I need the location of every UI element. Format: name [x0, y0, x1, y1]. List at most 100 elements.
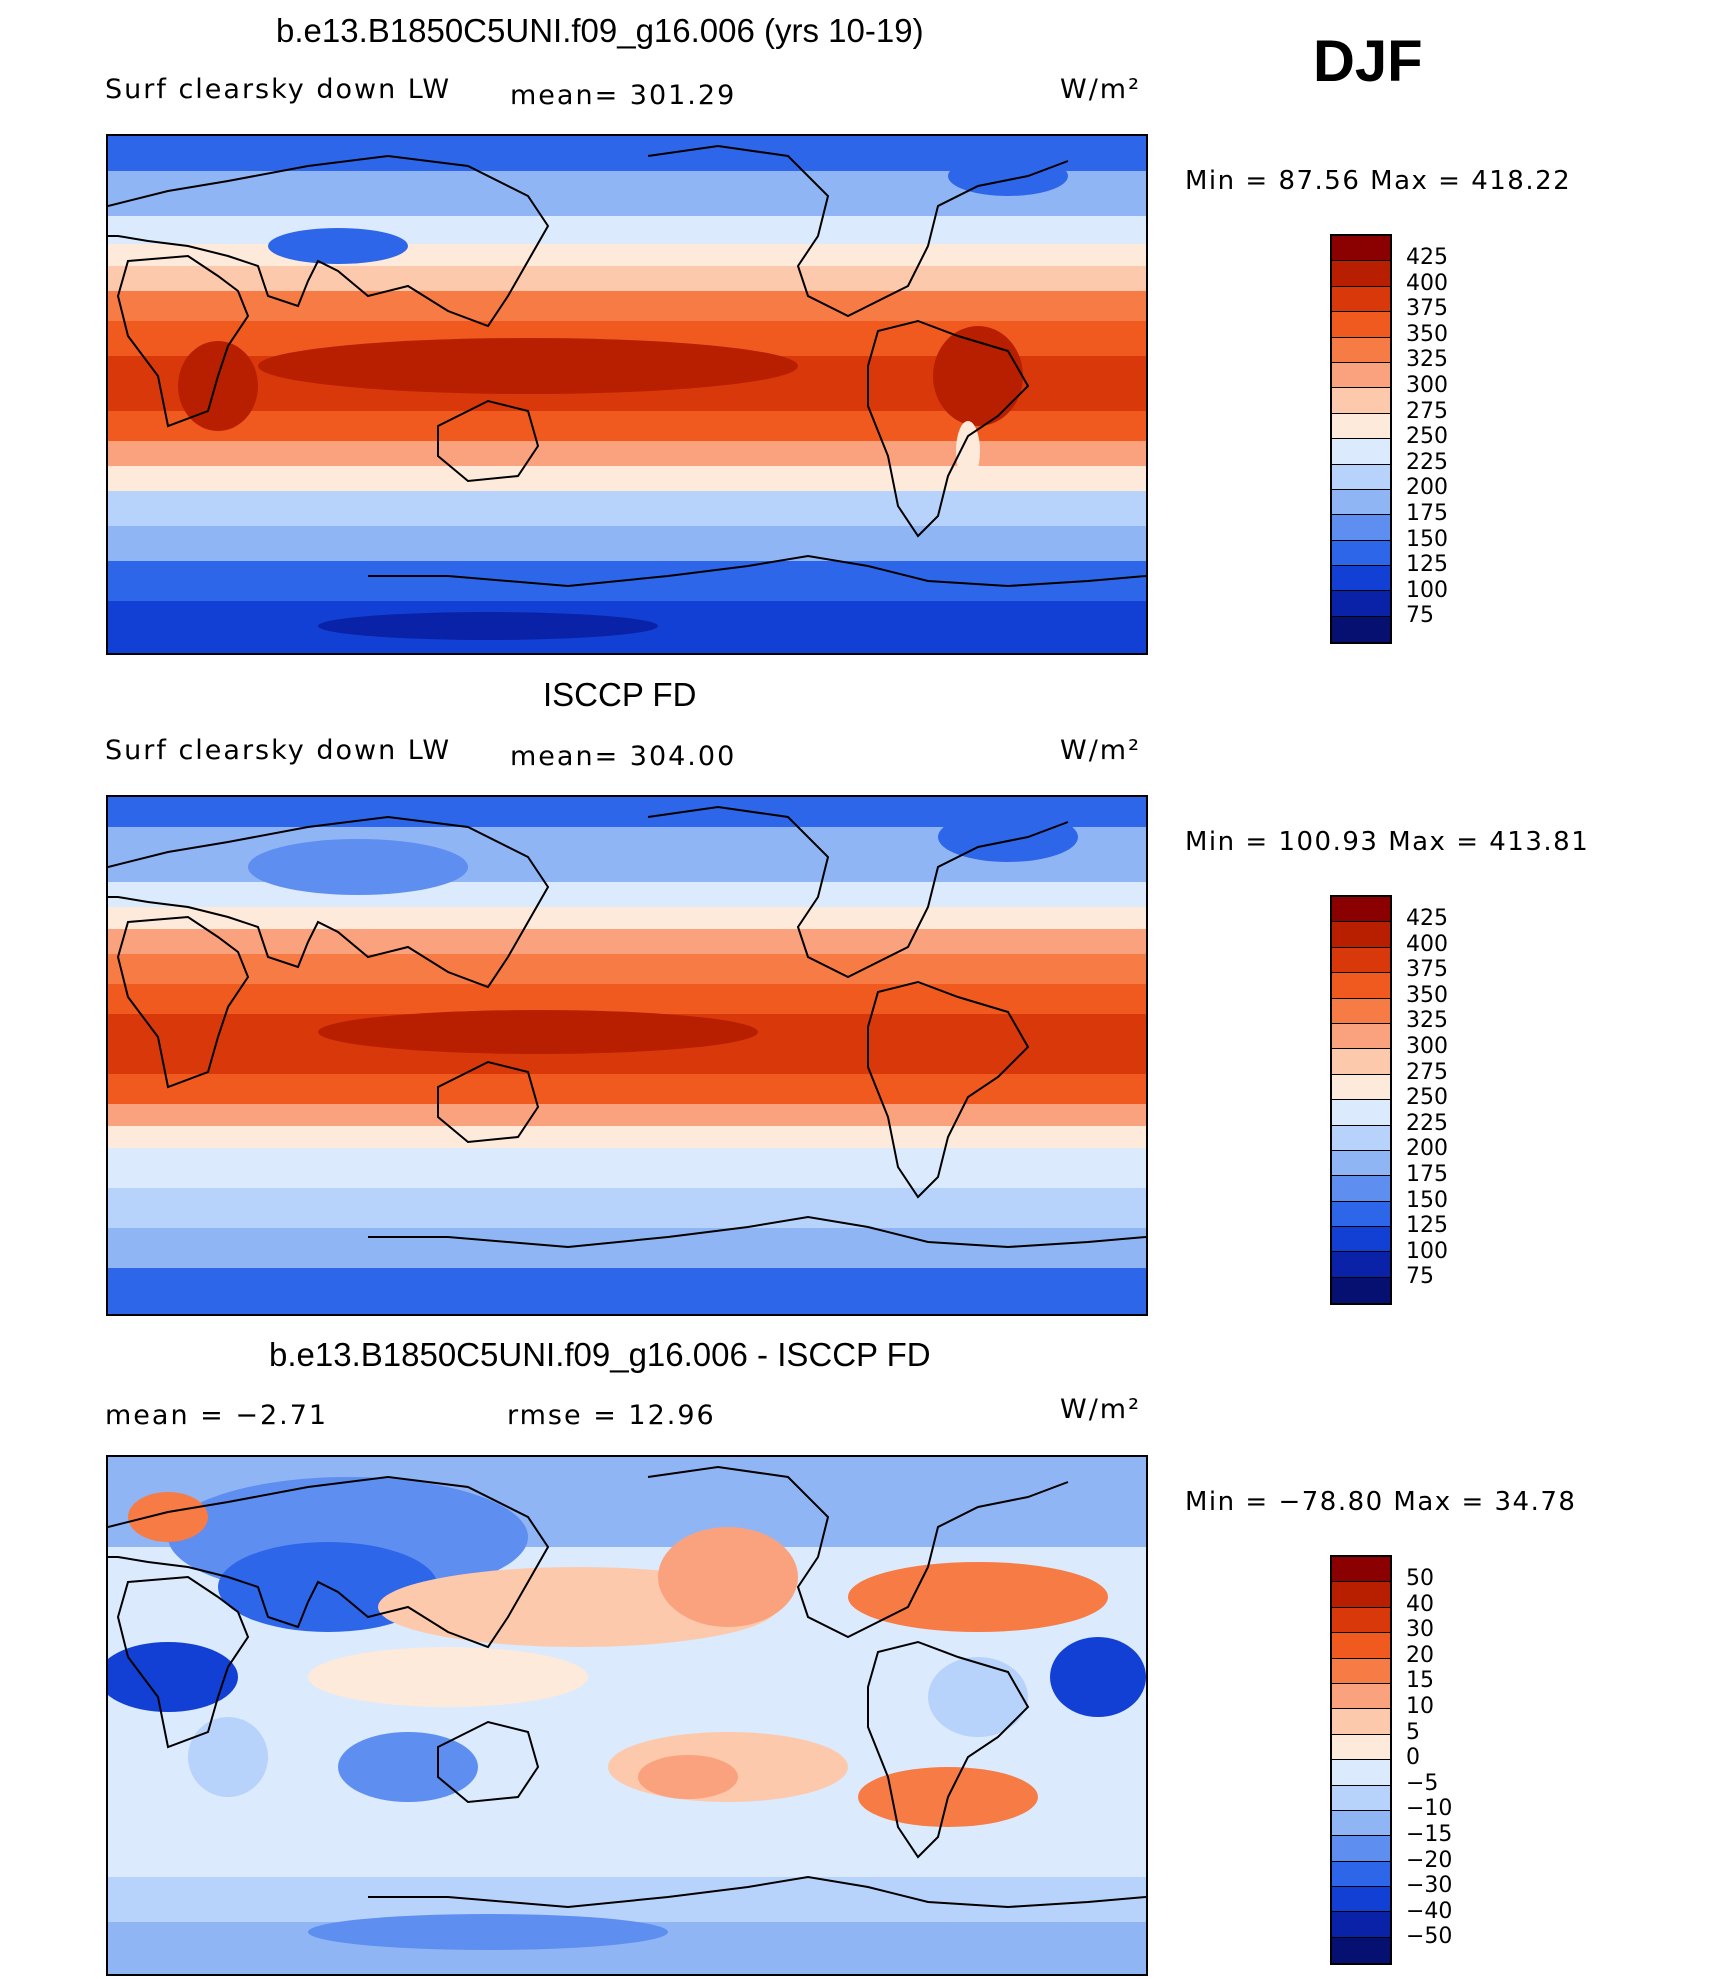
colorbar-diff	[1330, 1555, 1392, 1965]
colorbar-swatch	[1332, 439, 1390, 465]
rmse-label-diff: rmse = 12.96	[507, 1400, 716, 1431]
colorbar-tick: 75	[1406, 603, 1434, 629]
colorbar-tick: 200	[1406, 1136, 1448, 1162]
colorbar-swatch	[1332, 1633, 1390, 1659]
colorbar-tick: 275	[1406, 1059, 1448, 1085]
colorbar-swatch	[1332, 1582, 1390, 1608]
colorbar-tick: 350	[1406, 982, 1448, 1008]
colorbar-tick: 175	[1406, 1161, 1448, 1187]
colorbar-tick: 125	[1406, 552, 1448, 578]
colorbar-swatch	[1332, 515, 1390, 541]
colorbar-tick: 175	[1406, 500, 1448, 526]
colorbar-tick: 75	[1406, 1264, 1434, 1290]
colorbar-model	[1330, 234, 1392, 644]
colorbar-tick: 400	[1406, 931, 1448, 957]
colorbar-swatch	[1332, 1557, 1390, 1583]
colorbar-swatch	[1332, 489, 1390, 516]
colorbar-tick: −50	[1406, 1924, 1453, 1950]
colorbar-tick: −5	[1406, 1770, 1439, 1796]
minmax-label-obs: Min = 100.93 Max = 413.81	[1185, 827, 1590, 857]
colorbar-swatch	[1332, 1836, 1390, 1862]
colorbar-tick: 30	[1406, 1617, 1434, 1643]
colorbar-tick: 200	[1406, 475, 1448, 501]
colorbar-tick: −40	[1406, 1898, 1453, 1924]
minmax-label-model: Min = 87.56 Max = 418.22	[1185, 166, 1572, 196]
panel-title-obs: ISCCP FD	[543, 676, 697, 713]
season-label: DJF	[1313, 29, 1423, 94]
colorbar-tick: 125	[1406, 1213, 1448, 1239]
colorbar-tick: 325	[1406, 347, 1448, 373]
colorbar-tick: 300	[1406, 1033, 1448, 1059]
colorbar-swatch	[1332, 236, 1390, 262]
colorbar-swatch	[1332, 1176, 1390, 1202]
colorbar-tick: 375	[1406, 957, 1448, 983]
units-label-diff: W/m²	[1060, 1394, 1141, 1425]
colorbar-tick: 100	[1406, 1238, 1448, 1264]
colorbar-tick: 5	[1406, 1719, 1420, 1745]
colorbar-swatch	[1332, 286, 1390, 313]
colorbar-tick: 400	[1406, 270, 1448, 296]
colorbar-tick: 0	[1406, 1745, 1420, 1771]
colorbar-ticks-diff: 50 40 30 20 15 10 5 0 −5 −10 −15 −20 −30…	[1406, 1566, 1452, 1950]
colorbar-swatch	[1332, 413, 1390, 440]
colorbar-tick: 375	[1406, 296, 1448, 322]
colorbar-swatch	[1332, 566, 1390, 592]
colorbar-swatch	[1332, 1100, 1390, 1126]
map-obs	[106, 795, 1148, 1316]
mean-label-diff: mean = −2.71	[105, 1400, 329, 1431]
colorbar-tick: 10	[1406, 1693, 1434, 1719]
colorbar-tick: −15	[1406, 1821, 1453, 1847]
colorbar-ticks-model: 425 400 375 350 325 300 275 250 225 200 …	[1406, 245, 1448, 629]
colorbar-swatch	[1332, 1785, 1390, 1811]
colorbar-swatch	[1332, 540, 1390, 567]
colorbar-swatch	[1332, 388, 1390, 414]
colorbar-swatch	[1332, 1760, 1390, 1786]
colorbar-tick: 50	[1406, 1566, 1434, 1591]
colorbar-tick: 20	[1406, 1642, 1434, 1668]
colorbar-tick: 425	[1406, 906, 1448, 931]
colorbar-swatch	[1332, 922, 1390, 948]
colorbar-tick: 300	[1406, 372, 1448, 398]
colorbar-swatch	[1332, 616, 1390, 643]
colorbar-swatch	[1332, 362, 1390, 389]
variable-label-model: Surf clearsky down LW	[105, 74, 452, 105]
colorbar-swatch	[1332, 1810, 1390, 1837]
colorbar-swatch	[1332, 1074, 1390, 1101]
colorbar-tick: −20	[1406, 1847, 1453, 1873]
colorbar-swatch	[1332, 261, 1390, 287]
colorbar-swatch	[1332, 1252, 1390, 1278]
colorbar-swatch	[1332, 1023, 1390, 1050]
colorbar-tick: 100	[1406, 577, 1448, 603]
colorbar-obs	[1330, 895, 1392, 1305]
colorbar-swatch	[1332, 897, 1390, 923]
panel-title-model: b.e13.B1850C5UNI.f09_g16.006 (yrs 10-19)	[276, 12, 924, 49]
colorbar-tick: 275	[1406, 398, 1448, 424]
colorbar-swatch	[1332, 1049, 1390, 1075]
variable-label-obs: Surf clearsky down LW	[105, 735, 452, 766]
units-label-model: W/m²	[1060, 74, 1141, 105]
map-model	[106, 134, 1148, 655]
colorbar-tick: −30	[1406, 1873, 1453, 1899]
colorbar-swatch	[1332, 1227, 1390, 1253]
colorbar-tick: 150	[1406, 526, 1448, 552]
colorbar-tick: 425	[1406, 245, 1448, 270]
colorbar-swatch	[1332, 1125, 1390, 1151]
colorbar-swatch	[1332, 1683, 1390, 1710]
colorbar-tick: 250	[1406, 1085, 1448, 1111]
colorbar-swatch	[1332, 1709, 1390, 1735]
colorbar-swatch	[1332, 1861, 1390, 1888]
colorbar-swatch	[1332, 973, 1390, 999]
colorbar-ticks-obs: 425 400 375 350 325 300 275 250 225 200 …	[1406, 906, 1448, 1290]
colorbar-tick: 350	[1406, 321, 1448, 347]
units-label-obs: W/m²	[1060, 735, 1141, 766]
colorbar-swatch	[1332, 1607, 1390, 1634]
map-diff	[106, 1455, 1148, 1976]
colorbar-swatch	[1332, 1277, 1390, 1304]
colorbar-tick: 325	[1406, 1008, 1448, 1034]
mean-label-obs: mean= 304.00	[510, 741, 737, 772]
colorbar-swatch	[1332, 312, 1390, 338]
mean-label-model: mean= 301.29	[510, 80, 737, 111]
colorbar-swatch	[1332, 337, 1390, 363]
colorbar-swatch	[1332, 998, 1390, 1024]
colorbar-tick: 225	[1406, 1110, 1448, 1136]
